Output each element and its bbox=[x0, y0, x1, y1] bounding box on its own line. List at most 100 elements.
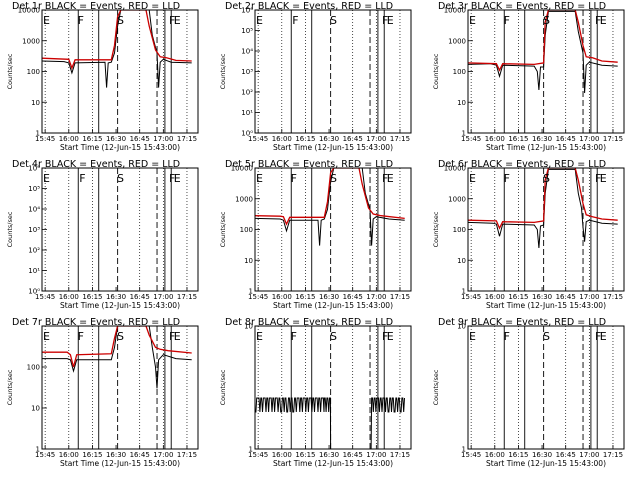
x-tick-label: 16:45 bbox=[343, 293, 363, 301]
series-line-events bbox=[42, 10, 192, 88]
marker-f: F bbox=[504, 330, 510, 343]
y-tick-label: 10 bbox=[31, 99, 40, 107]
x-tick-label: 15:45 bbox=[35, 135, 55, 143]
x-tick-label: 16:15 bbox=[82, 451, 102, 459]
y-tick-label: 1 bbox=[36, 130, 40, 138]
y-tick-label: 1000 bbox=[22, 37, 40, 45]
marker-f: F bbox=[291, 330, 297, 343]
marker-e: E bbox=[469, 14, 476, 27]
panel-title: Det 5r BLACK = Events, RED = LLD bbox=[225, 159, 393, 170]
marker-s: S bbox=[543, 172, 550, 185]
x-axis-label: Start Time (12-Jun-15 15:43:00) bbox=[486, 301, 606, 310]
y-tick-label: 10⁴ bbox=[28, 206, 40, 214]
plot-frame bbox=[41, 9, 199, 134]
x-tick-label: 17:15 bbox=[390, 293, 410, 301]
y-tick-label: 10⁶ bbox=[28, 165, 40, 173]
marker-f: F bbox=[595, 172, 601, 185]
y-tick-label: 100 bbox=[240, 226, 253, 234]
x-tick-label: 17:15 bbox=[603, 135, 623, 143]
x-tick-label: 15:45 bbox=[248, 293, 268, 301]
y-axis-label: Counts/sec bbox=[6, 369, 14, 405]
y-tick-label: 10⁵ bbox=[241, 27, 253, 35]
marker-e: E bbox=[256, 14, 263, 27]
y-axis-label: Counts/sec bbox=[432, 211, 440, 247]
y-tick-label: 10000 bbox=[231, 165, 253, 173]
marker-s: S bbox=[117, 14, 124, 27]
x-tick-label: 17:00 bbox=[366, 451, 386, 459]
x-axis-label: Start Time (12-Jun-15 15:43:00) bbox=[486, 143, 606, 152]
y-tick-label: 10⁰ bbox=[28, 288, 40, 296]
x-tick-label: 17:15 bbox=[177, 451, 197, 459]
y-tick-label: 100 bbox=[27, 364, 40, 372]
marker-s: S bbox=[330, 14, 337, 27]
x-tick-label: 16:45 bbox=[343, 135, 363, 143]
marker-f: F bbox=[382, 330, 388, 343]
x-tick-label: 17:00 bbox=[153, 451, 173, 459]
x-tick-label: 15:45 bbox=[461, 293, 481, 301]
marker-s: S bbox=[330, 172, 337, 185]
marker-e: E bbox=[174, 172, 181, 185]
y-tick-label: 10⁶ bbox=[241, 7, 253, 15]
panel-plot-area bbox=[255, 326, 405, 449]
x-tick-label: 15:45 bbox=[461, 135, 481, 143]
y-tick-label: 1000 bbox=[448, 195, 466, 203]
marker-f: F bbox=[78, 14, 84, 27]
marker-e: E bbox=[387, 330, 394, 343]
marker-e: E bbox=[174, 330, 181, 343]
x-tick-label: 16:00 bbox=[485, 135, 505, 143]
x-tick-label: 16:30 bbox=[532, 135, 552, 143]
y-axis-label: Counts/sec bbox=[432, 53, 440, 89]
y-tick-label: 10000 bbox=[18, 7, 40, 15]
y-tick-label: 10000 bbox=[444, 165, 466, 173]
y-tick-label: 10¹ bbox=[241, 109, 253, 117]
x-tick-label: 16:30 bbox=[106, 135, 126, 143]
x-tick-label: 16:15 bbox=[295, 135, 315, 143]
marker-f: F bbox=[78, 330, 84, 343]
y-axis-label: Counts/sec bbox=[219, 211, 227, 247]
marker-s: S bbox=[543, 14, 550, 27]
y-tick-label: 10¹ bbox=[28, 267, 40, 275]
panel-plot-area bbox=[44, 168, 188, 291]
marker-e: E bbox=[43, 14, 50, 27]
y-tick-label: 10 bbox=[457, 99, 466, 107]
panel-plot-area bbox=[468, 10, 618, 133]
x-tick-label: 16:00 bbox=[59, 135, 79, 143]
panel-title: Det 6r BLACK = Events, RED = LLD bbox=[438, 159, 606, 170]
y-tick-label: 10⁴ bbox=[241, 48, 253, 56]
y-tick-label: 1000 bbox=[235, 195, 253, 203]
x-tick-label: 17:00 bbox=[579, 451, 599, 459]
series-line-lld bbox=[468, 168, 618, 230]
panel-title: Det 9r BLACK = Events, RED = LLD bbox=[438, 317, 606, 328]
panel-title: Det 8r BLACK = Events, RED = LLD bbox=[225, 317, 393, 328]
plot-frame bbox=[41, 325, 199, 450]
plot-frame bbox=[254, 167, 412, 292]
y-tick-label: 10 bbox=[244, 323, 253, 331]
marker-e: E bbox=[469, 172, 476, 185]
y-tick-label: 10⁰ bbox=[241, 130, 253, 138]
x-tick-label: 15:45 bbox=[35, 451, 55, 459]
panel-plot-area bbox=[470, 326, 614, 449]
y-tick-label: 10 bbox=[457, 323, 466, 331]
panel-title: Det 3r BLACK = Events, RED = LLD bbox=[438, 1, 606, 12]
marker-e: E bbox=[43, 172, 50, 185]
marker-s: S bbox=[330, 330, 337, 343]
x-axis-label: Start Time (12-Jun-15 15:43:00) bbox=[273, 301, 393, 310]
x-tick-label: 16:45 bbox=[130, 135, 150, 143]
panel-title: Det 1r BLACK = Events, RED = LLD bbox=[12, 1, 180, 12]
x-axis-label: Start Time (12-Jun-15 15:43:00) bbox=[60, 301, 180, 310]
x-axis-label: Start Time (12-Jun-15 15:43:00) bbox=[60, 143, 180, 152]
marker-f: F bbox=[291, 172, 297, 185]
plot-frame bbox=[254, 325, 412, 450]
panel-title: Det 4r BLACK = Events, RED = LLD bbox=[12, 159, 180, 170]
marker-e: E bbox=[600, 14, 607, 27]
x-tick-label: 16:45 bbox=[130, 293, 150, 301]
y-tick-label: 1 bbox=[462, 446, 466, 454]
x-tick-label: 16:15 bbox=[82, 135, 102, 143]
x-tick-label: 17:15 bbox=[603, 293, 623, 301]
